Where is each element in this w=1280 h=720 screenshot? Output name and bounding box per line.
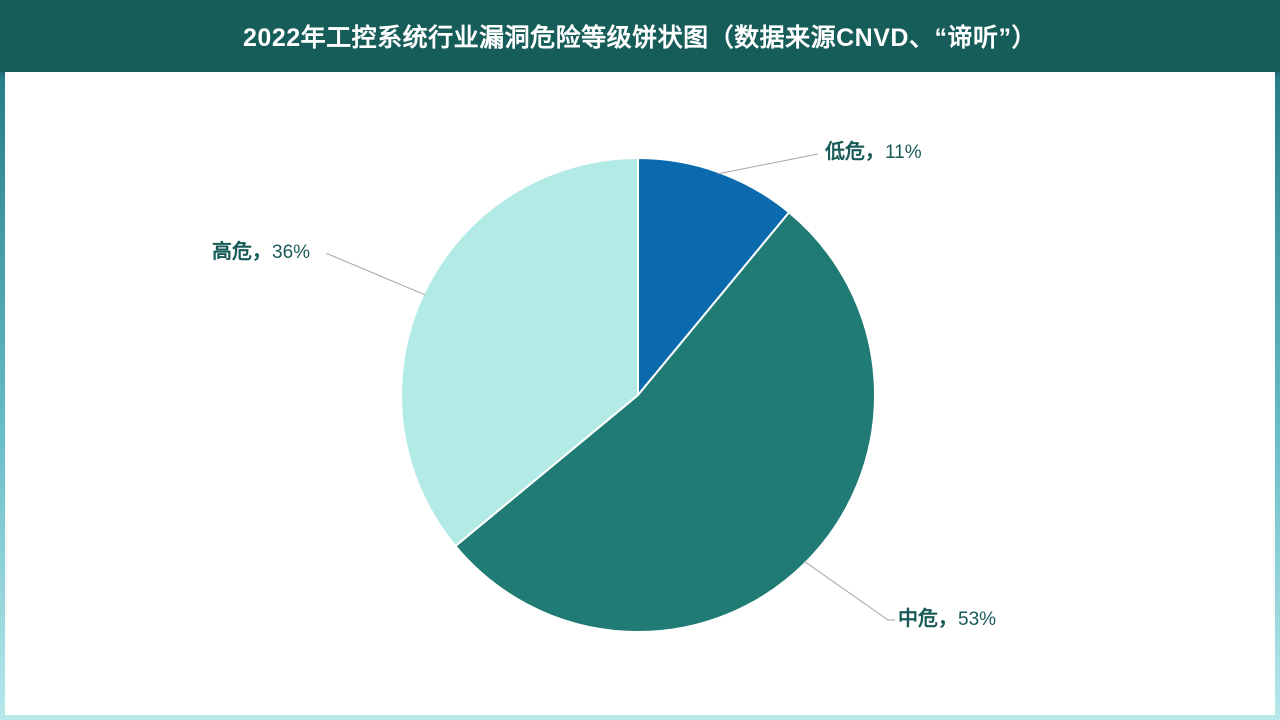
slice-label-value: 36% [272,242,310,263]
leader-line-2 [326,253,426,296]
slice-label-name: 中危， [898,606,958,630]
pie-slice-0 [637,156,791,398]
leader-line-1 [803,560,895,621]
slice-label-2: 高危，36% [212,239,310,263]
page-title: 2022年工控系统行业漏洞危险等级饼状图（数据来源CNVD、“谛听”） [243,24,1037,52]
slice-label-0: 低危，11% [824,139,922,163]
slice-label-name: 高危， [212,239,272,263]
title-bar: 2022年工控系统行业漏洞危险等级饼状图（数据来源CNVD、“谛听”） [0,0,1280,72]
slice-label-1: 中危，53% [898,606,996,630]
slice-label-name: 低危， [824,139,885,163]
slice-label-value: 11% [885,142,922,163]
leader-line-0 [717,153,819,175]
slice-label-value: 53% [958,609,996,630]
